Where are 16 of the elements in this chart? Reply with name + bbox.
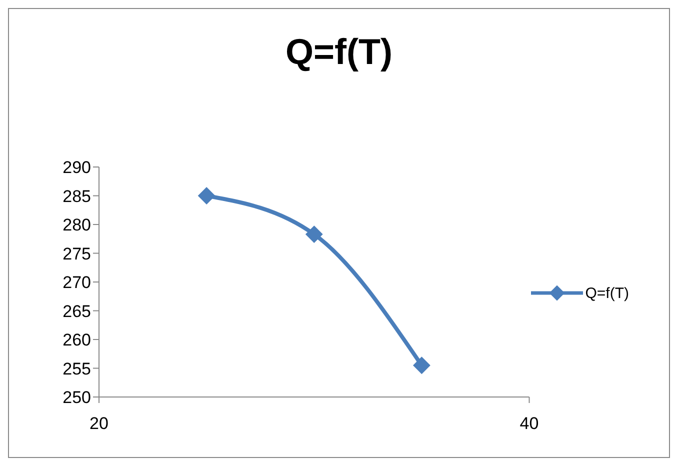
- y-tick-label: 285: [62, 186, 91, 206]
- y-tick-label: 260: [62, 330, 91, 350]
- point: [198, 187, 216, 204]
- point: [306, 226, 323, 243]
- y-tick-label: 290: [62, 158, 91, 178]
- y-tick-label: 275: [62, 244, 91, 264]
- legend-label: Q=f(T): [585, 284, 629, 302]
- y-tick-label: 250: [62, 388, 91, 408]
- y-tick-label: 265: [62, 302, 91, 321]
- chart-title: Q=f(T): [284, 30, 394, 74]
- x-tick-label: 20: [90, 414, 108, 434]
- x-tick-label: 40: [520, 414, 539, 434]
- y-tick-label: 270: [62, 273, 91, 292]
- y-tick-label: 255: [62, 359, 91, 378]
- point: [413, 356, 430, 374]
- y-tick-label: 280: [62, 216, 91, 235]
